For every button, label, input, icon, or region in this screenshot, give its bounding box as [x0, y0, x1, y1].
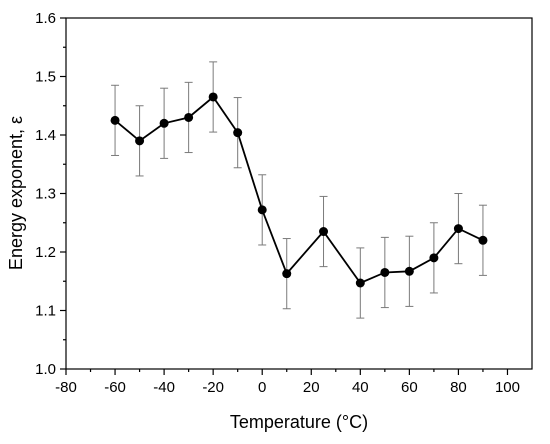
- y-tick-label: 1.3: [35, 186, 56, 203]
- x-tick-label: 40: [352, 379, 369, 396]
- x-axis-label: Temperature (°C): [230, 412, 368, 432]
- series-line: [114, 95, 484, 285]
- data-point: [429, 253, 439, 263]
- data-points: [110, 92, 488, 288]
- y-tick-label: 1.1: [35, 303, 56, 320]
- y-axis-label: Energy exponent, ε: [6, 116, 26, 270]
- x-tick-label: 80: [450, 379, 467, 396]
- data-point: [282, 269, 292, 279]
- data-point: [135, 136, 145, 146]
- x-axis-ticks: -80 -60 -40 -20 0 20 40 60 80 100: [55, 369, 520, 396]
- x-tick-label: 60: [401, 379, 418, 396]
- data-point: [257, 205, 267, 215]
- data-point: [478, 235, 488, 245]
- x-tick-label: -60: [104, 379, 126, 396]
- data-point: [404, 266, 414, 276]
- data-point: [110, 115, 120, 125]
- data-point: [355, 278, 365, 288]
- x-tick-label: 20: [303, 379, 320, 396]
- data-point: [453, 224, 463, 234]
- y-tick-label: 1.4: [35, 127, 56, 144]
- x-tick-label: -20: [202, 379, 224, 396]
- x-tick-label: -80: [55, 379, 77, 396]
- data-point: [159, 118, 169, 128]
- data-point: [233, 128, 243, 138]
- error-bars: [111, 61, 487, 319]
- x-tick-label: -40: [153, 379, 175, 396]
- x-tick-label: 0: [258, 379, 266, 396]
- y-tick-label: 1.6: [35, 10, 56, 27]
- data-point: [184, 112, 194, 122]
- data-point: [380, 267, 390, 277]
- data-point: [319, 227, 329, 237]
- y-tick-label: 1.2: [35, 244, 56, 261]
- y-tick-label: 1.0: [35, 361, 56, 378]
- y-axis-ticks: 1.0 1.1 1.2 1.3 1.4 1.5 1.6: [35, 10, 66, 378]
- y-tick-label: 1.5: [35, 69, 56, 86]
- x-tick-label: 100: [495, 379, 520, 396]
- data-point: [208, 92, 218, 102]
